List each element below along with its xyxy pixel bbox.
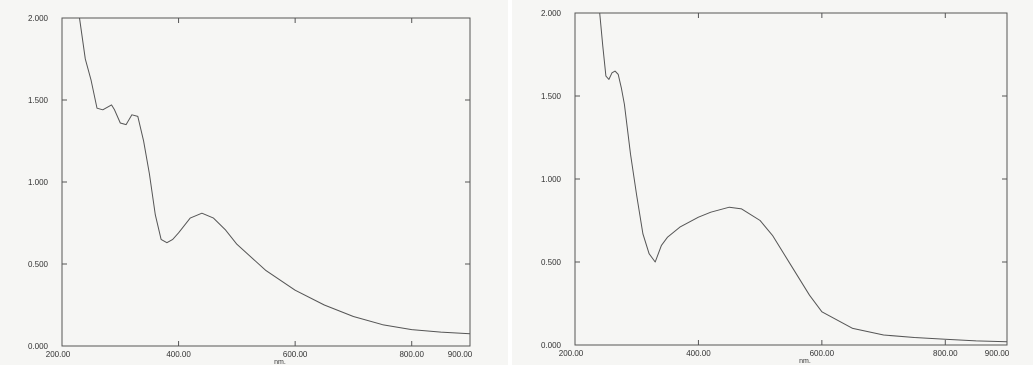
left-y-tick-label: 1.000 — [28, 178, 49, 187]
left-y-tick-label: 0.000 — [28, 342, 49, 351]
right-x-tick-label: 400.00 — [686, 349, 711, 358]
left-x-tick-label: 800.00 — [399, 350, 424, 359]
left-x-axis-label: nm. — [274, 359, 286, 365]
right-absorbance-line — [599, 12, 1008, 343]
right-y-tick-label: 2.000 — [541, 9, 562, 18]
left-x-tick-label: 900.00 — [448, 350, 473, 359]
left-x-tick-label: 200.00 — [46, 350, 71, 359]
left-x-tick-label: 400.00 — [166, 350, 191, 359]
right-spectrum-chart: 200.00 400.00 600.00 800.00 900.00 0.000 0.500… — [512, 0, 1033, 365]
right-y-tick-label: 0.000 — [541, 341, 562, 350]
left-y-tick-label: 2.000 — [28, 14, 49, 23]
right-x-axis-label: nm. — [799, 358, 811, 365]
left-x-tick-label: 600.00 — [283, 350, 308, 359]
left-y-tick-label: 0.500 — [28, 260, 49, 269]
right-x-tick-label: 600.00 — [810, 349, 835, 358]
right-y-tick-label: 1.500 — [541, 92, 562, 101]
right-x-tick-label: 200.00 — [559, 349, 584, 358]
right-x-tick-label: 900.00 — [985, 349, 1010, 358]
left-chart-background — [0, 0, 508, 365]
right-y-tick-label: 1.000 — [541, 175, 562, 184]
left-spectrum-chart: 200.00 400.00 600.00 800.00 900.00 0.000 0.500… — [0, 0, 508, 365]
left-y-tick-label: 1.500 — [28, 96, 49, 105]
left-absorbance-line — [79, 17, 471, 335]
right-y-tick-label: 0.500 — [541, 258, 562, 267]
right-chart-background — [512, 0, 1033, 365]
right-x-tick-label: 800.00 — [933, 349, 958, 358]
